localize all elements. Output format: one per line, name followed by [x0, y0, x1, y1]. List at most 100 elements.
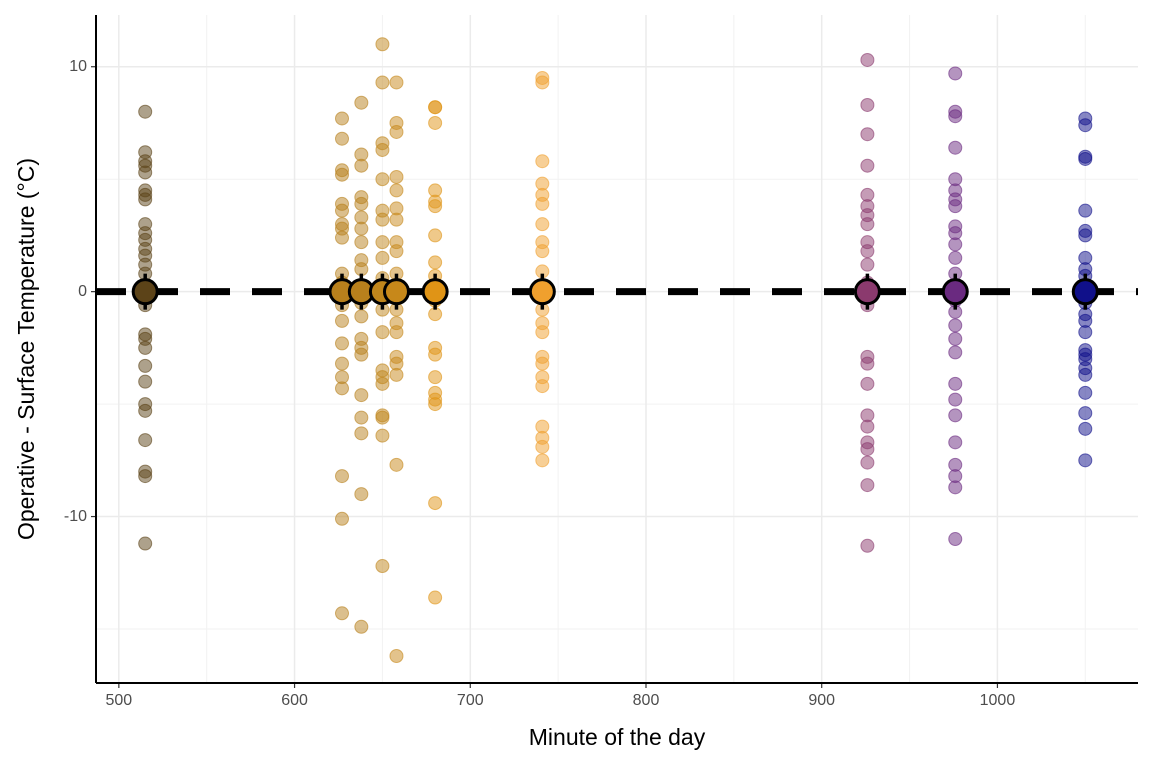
point: [948, 331, 963, 346]
point: [948, 435, 963, 450]
point: [948, 392, 963, 407]
x-tick-label: 800: [633, 692, 660, 709]
point: [1078, 325, 1093, 340]
x-tick-label: 1000: [980, 692, 1016, 709]
point: [354, 426, 369, 441]
point: [1078, 406, 1093, 421]
point: [1078, 367, 1093, 382]
point: [138, 104, 153, 119]
point: [535, 75, 550, 90]
point: [535, 325, 550, 340]
point: [335, 131, 350, 146]
point: [428, 370, 443, 385]
point: [860, 244, 875, 259]
point: [375, 428, 390, 443]
point: [375, 75, 390, 90]
y-tick-label: 0: [78, 283, 87, 300]
x-tick-label: 900: [808, 692, 835, 709]
point: [428, 115, 443, 130]
point: [138, 165, 153, 180]
point: [389, 367, 404, 382]
point: [375, 250, 390, 265]
point: [860, 217, 875, 232]
point: [428, 347, 443, 362]
point: [860, 455, 875, 470]
point: [860, 356, 875, 371]
point: [354, 235, 369, 250]
point: [948, 237, 963, 252]
point: [860, 52, 875, 67]
point: [389, 169, 404, 184]
point: [354, 95, 369, 110]
point: [138, 403, 153, 418]
point: [948, 66, 963, 81]
point: [535, 439, 550, 454]
point: [138, 374, 153, 389]
point: [335, 356, 350, 371]
point: [860, 478, 875, 493]
point: [335, 336, 350, 351]
point: [138, 469, 153, 484]
point: [428, 397, 443, 412]
point: [335, 111, 350, 126]
point: [335, 381, 350, 396]
point: [948, 408, 963, 423]
point: [354, 487, 369, 502]
point: [354, 158, 369, 173]
point: [535, 356, 550, 371]
mean-point: [421, 278, 449, 306]
point: [335, 203, 350, 218]
point: [389, 244, 404, 259]
point: [1078, 385, 1093, 400]
point: [428, 496, 443, 511]
point: [535, 453, 550, 468]
point: [335, 230, 350, 245]
point: [948, 376, 963, 391]
mean-point: [528, 278, 556, 306]
point: [138, 358, 153, 373]
y-axis-title: Operative - Surface Temperature (°C): [13, 158, 39, 540]
point: [948, 532, 963, 547]
y-tick-label: 10: [69, 58, 87, 75]
point: [354, 619, 369, 634]
point: [138, 340, 153, 355]
point: [354, 309, 369, 324]
x-tick-label: 700: [457, 692, 484, 709]
point: [860, 538, 875, 553]
point: [948, 199, 963, 214]
point: [375, 325, 390, 340]
x-tick-label: 500: [105, 692, 132, 709]
point: [389, 212, 404, 227]
point: [389, 649, 404, 664]
point: [375, 559, 390, 574]
point: [138, 192, 153, 207]
point: [335, 167, 350, 182]
point: [535, 244, 550, 259]
mean-point: [382, 278, 410, 306]
point: [428, 199, 443, 214]
mean-point: [131, 278, 159, 306]
point: [335, 313, 350, 328]
point: [860, 158, 875, 173]
point: [860, 257, 875, 272]
point: [375, 142, 390, 157]
point: [948, 140, 963, 155]
point: [138, 536, 153, 551]
point: [860, 442, 875, 457]
point: [389, 183, 404, 198]
point: [948, 480, 963, 495]
point: [375, 37, 390, 52]
point: [1078, 421, 1093, 436]
point: [389, 75, 404, 90]
point: [354, 410, 369, 425]
point: [428, 590, 443, 605]
point: [354, 347, 369, 362]
point: [1078, 151, 1093, 166]
point: [335, 606, 350, 621]
point: [535, 379, 550, 394]
point: [948, 345, 963, 360]
point: [389, 457, 404, 472]
point: [1078, 228, 1093, 243]
x-axis-title: Minute of the day: [529, 724, 706, 750]
